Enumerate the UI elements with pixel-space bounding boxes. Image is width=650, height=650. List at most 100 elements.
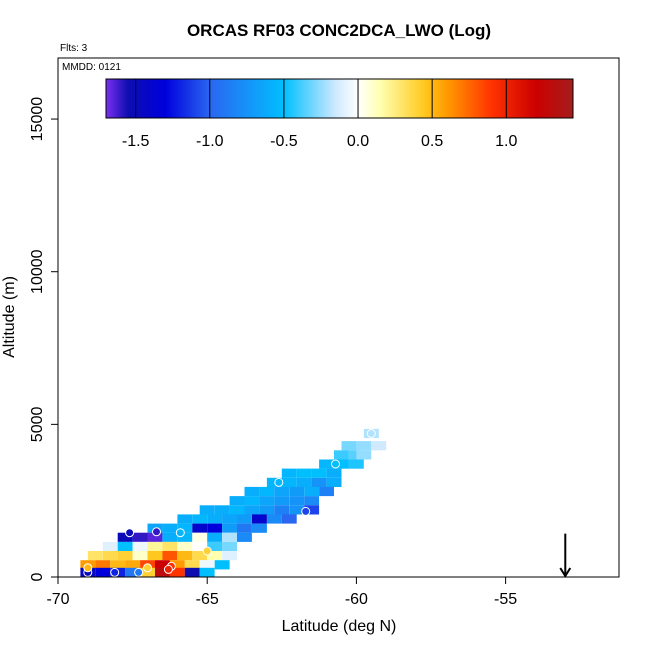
data-marker bbox=[202, 546, 212, 556]
heatmap-cell bbox=[125, 567, 140, 577]
heatmap-cell bbox=[132, 551, 148, 561]
x-tick-label: -65 bbox=[196, 591, 219, 608]
heatmap-cell bbox=[252, 523, 267, 533]
y-tick-label: 0 bbox=[29, 572, 46, 581]
heatmap-cell bbox=[311, 468, 327, 478]
heatmap-cell bbox=[289, 486, 305, 497]
heatmap-cell bbox=[192, 551, 208, 561]
data-marker bbox=[366, 429, 376, 438]
heatmap-cell bbox=[319, 459, 334, 469]
heatmap-cell bbox=[147, 541, 163, 552]
heatmap-cell bbox=[281, 468, 297, 478]
data-marker bbox=[175, 528, 185, 538]
heatmap-cell bbox=[222, 514, 237, 524]
heatmap-cell bbox=[117, 551, 133, 561]
heatmap-cell bbox=[304, 496, 320, 506]
colorbar-tick-label: 0.5 bbox=[421, 133, 443, 150]
heatmap-cell bbox=[259, 496, 275, 506]
heatmap-cell bbox=[214, 505, 230, 515]
heatmap-cell bbox=[334, 450, 349, 460]
data-markers bbox=[83, 429, 376, 577]
heatmap-cell bbox=[102, 551, 118, 561]
colorbar-tick-label: -1.0 bbox=[196, 133, 224, 150]
colorbar-tick-label: 1.0 bbox=[495, 133, 517, 150]
heatmap-cell bbox=[177, 523, 193, 533]
heatmap-cell bbox=[289, 496, 305, 506]
heatmap-cell bbox=[184, 567, 200, 577]
heatmap-cell bbox=[229, 505, 245, 515]
plot-frame bbox=[57, 57, 620, 578]
y-axis-label: Altitude (m) bbox=[1, 276, 18, 358]
x-tick-label: -70 bbox=[46, 591, 69, 608]
heatmap-cell bbox=[222, 541, 237, 552]
heatmap-cell bbox=[155, 560, 170, 570]
date-label: MMDD: 0121 bbox=[62, 62, 121, 73]
heatmap-cell bbox=[207, 532, 223, 542]
heatmap-cell bbox=[162, 541, 178, 552]
colorbar-tick-label: -0.5 bbox=[270, 133, 298, 150]
heatmap-cell bbox=[125, 560, 140, 570]
data-marker bbox=[331, 459, 340, 469]
heatmap-cell bbox=[117, 541, 133, 552]
heatmap-cell bbox=[95, 567, 111, 577]
heatmap-cell bbox=[244, 486, 260, 497]
heatmap-cell bbox=[117, 532, 133, 542]
arrow-marker bbox=[559, 533, 572, 578]
flights-label: Flts: 3 bbox=[60, 43, 88, 54]
heatmap-cell bbox=[348, 450, 364, 460]
data-marker bbox=[110, 567, 120, 577]
heatmap-cell bbox=[207, 541, 223, 552]
heatmap-cell bbox=[266, 514, 282, 524]
colorbar bbox=[105, 78, 574, 119]
data-marker bbox=[163, 564, 173, 574]
heatmap-cell bbox=[192, 532, 208, 542]
heatmap-cell bbox=[304, 505, 320, 515]
heatmap-cell bbox=[199, 505, 215, 515]
heatmap-cell bbox=[341, 441, 357, 451]
heatmap-cell bbox=[177, 514, 193, 524]
x-tick-label: -55 bbox=[494, 591, 517, 608]
heatmap-cell bbox=[192, 523, 208, 533]
heatmap-cell bbox=[207, 514, 223, 524]
x-tick-label: -60 bbox=[345, 591, 368, 608]
data-marker bbox=[143, 563, 152, 573]
data-marker bbox=[83, 563, 93, 573]
data-marker bbox=[301, 506, 311, 516]
heatmap-cell bbox=[192, 514, 208, 524]
y-tick-label: 15000 bbox=[29, 97, 46, 142]
heatmap-cell bbox=[326, 468, 342, 478]
heatmap-cell bbox=[304, 486, 320, 497]
heatmap-cell bbox=[199, 560, 215, 570]
heatmap-cell bbox=[229, 496, 245, 506]
heatmap-cell bbox=[95, 560, 111, 570]
heatmap-cell bbox=[348, 459, 364, 469]
heatmap-cell bbox=[274, 486, 290, 497]
heatmap-cell bbox=[140, 567, 155, 577]
colorbar-tick-label: 0.0 bbox=[347, 133, 369, 150]
heatmap-cell bbox=[319, 486, 334, 497]
x-axis-label: Latitude (deg N) bbox=[282, 618, 397, 635]
data-marker bbox=[152, 527, 161, 537]
x-axis: -70 -65 -60 -55 bbox=[46, 577, 517, 608]
heatmap-cell bbox=[274, 496, 290, 506]
heatmap-cell bbox=[132, 541, 148, 552]
heatmap-cell bbox=[87, 551, 103, 561]
heatmap-cell bbox=[356, 441, 372, 451]
heatmap-cell bbox=[147, 551, 163, 561]
y-axis: 0 5000 10000 15000 bbox=[29, 97, 58, 581]
heatmap-cell bbox=[259, 486, 275, 497]
heatmap-cell bbox=[222, 532, 237, 542]
heatmap-cell bbox=[192, 541, 208, 552]
chart-title: ORCAS RF03 CONC2DCA_LWO (Log) bbox=[187, 21, 491, 40]
heatmap-cell bbox=[289, 505, 305, 515]
heatmap-cell bbox=[237, 523, 252, 533]
arrow-head bbox=[559, 567, 572, 578]
heatmap-cell bbox=[252, 514, 267, 524]
heatmap-cell bbox=[207, 523, 223, 533]
heatmap-cell bbox=[296, 477, 312, 487]
colorbar-ticks: -1.5 -1.0 -0.5 0.0 0.5 1.0 bbox=[122, 79, 518, 150]
heatmap-cell bbox=[132, 532, 148, 542]
heatmap-cell bbox=[177, 541, 193, 552]
heatmap-cell bbox=[177, 551, 193, 561]
